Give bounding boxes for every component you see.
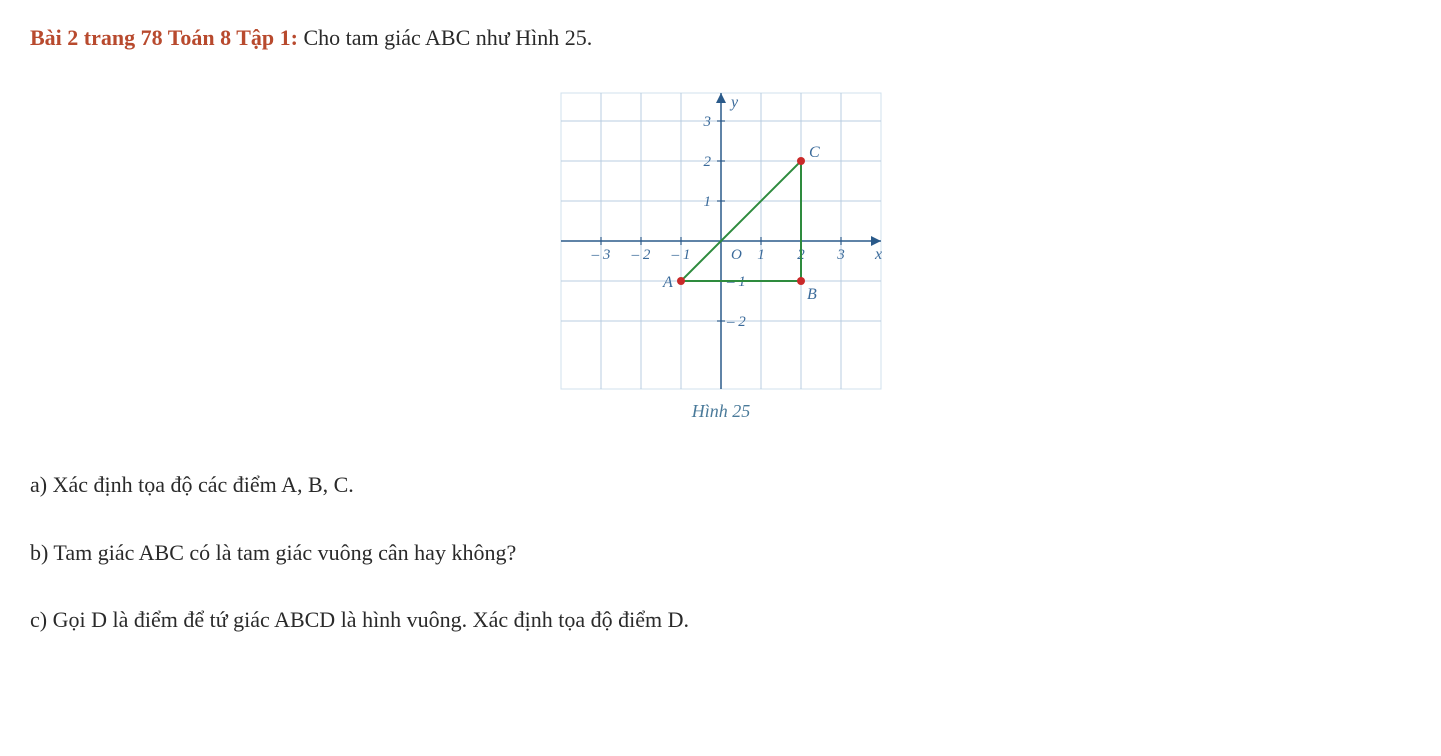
svg-text:– 2: – 2 [726, 314, 746, 330]
svg-text:3: 3 [702, 114, 711, 130]
problem-title: Bài 2 trang 78 Toán 8 Tập 1: [30, 25, 298, 50]
svg-text:y: y [729, 94, 739, 111]
svg-text:2: 2 [703, 154, 711, 170]
svg-text:1: 1 [757, 247, 765, 263]
figure-25: – 3– 2– 1123123– 1– 2OxyABCHình 25 [551, 85, 891, 425]
question-a: a) Xác định tọa độ các điểm A, B, C. [30, 465, 1411, 505]
svg-text:A: A [662, 274, 673, 291]
svg-text:1: 1 [703, 194, 711, 210]
svg-text:B: B [807, 286, 817, 303]
svg-text:– 1: – 1 [670, 247, 690, 263]
svg-text:3: 3 [836, 247, 845, 263]
question-c: c) Gọi D là điểm để tứ giác ABCD là hình… [30, 600, 1411, 640]
svg-text:O: O [731, 247, 742, 263]
svg-text:x: x [874, 246, 882, 263]
svg-text:C: C [809, 144, 820, 161]
problem-statement: Cho tam giác ABC như Hình 25. [298, 25, 592, 50]
svg-text:Hình 25: Hình 25 [690, 401, 750, 421]
svg-text:– 2: – 2 [630, 247, 650, 263]
figure-container: – 3– 2– 1123123– 1– 2OxyABCHình 25 [30, 85, 1411, 425]
problem-header: Bài 2 trang 78 Toán 8 Tập 1: Cho tam giá… [30, 20, 1411, 55]
svg-text:– 3: – 3 [590, 247, 610, 263]
question-b: b) Tam giác ABC có là tam giác vuông cân… [30, 533, 1411, 573]
